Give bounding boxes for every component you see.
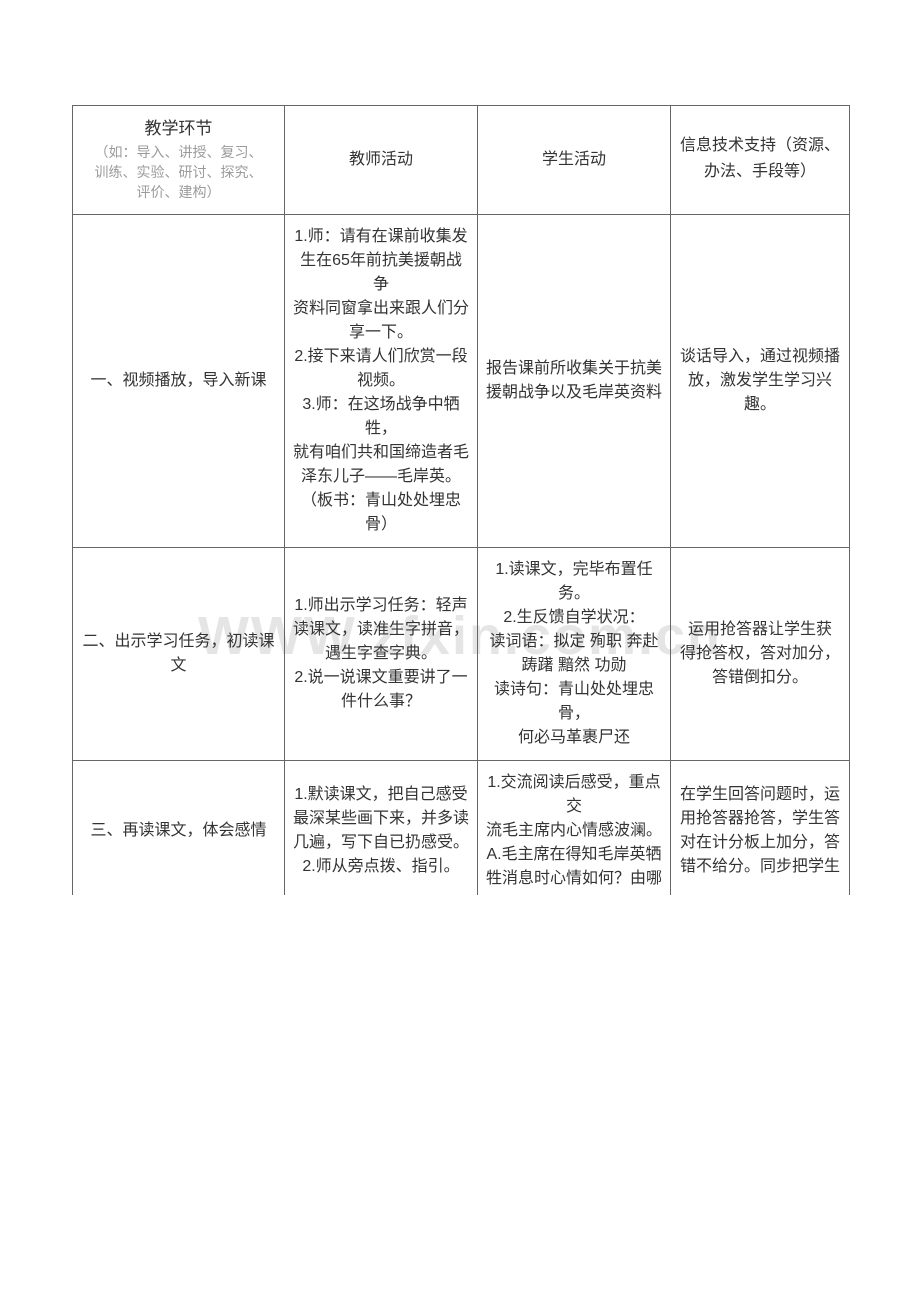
stage-cell: 一、视频播放，导入新课 <box>73 215 285 548</box>
cell-line: 读诗句：青山处处埋忠骨， <box>486 678 662 726</box>
col-header-stage-main: 教学环节 <box>81 116 276 142</box>
col-header-stage-sub3: 评价、建构） <box>81 184 276 204</box>
col-header-tech-line1: 信息技术支持（资源、 <box>679 134 841 158</box>
cell-line: 读词语：拟定 殉职 奔赴 <box>486 630 662 654</box>
cell-line: A.毛主席在得知毛岸英牺 <box>486 843 662 867</box>
cell-line: 牲消息时心情如何？由哪 <box>486 867 662 891</box>
cell-line: 2.师从旁点拨、指引。 <box>293 855 469 879</box>
cell-line: 1.读课文，完毕布置任务。 <box>486 558 662 606</box>
cell-line: 1.默读课文，把自己感受 <box>293 783 469 807</box>
cell-line: 就有咱们共和国缔造者毛 <box>293 441 469 465</box>
cell-line: 2.生反馈自学状况： <box>486 606 662 630</box>
cell-line: 答错倒扣分。 <box>679 666 841 690</box>
tech-cell: 谈话导入，通过视频播 放，激发学生学习兴趣。 <box>671 215 850 548</box>
cell-line: 生在65年前抗美援朝战争 <box>293 249 469 297</box>
cell-line: 报告课前所收集关于抗美 <box>486 357 662 381</box>
cell-line: 运用抢答器让学生获 <box>679 618 841 642</box>
col-header-stage: 教学环节 （如：导入、讲授、复习、 训练、实验、研讨、探究、 评价、建构） <box>73 106 285 215</box>
lesson-plan-table: 教学环节 （如：导入、讲授、复习、 训练、实验、研讨、探究、 评价、建构） 教师… <box>72 105 850 895</box>
cell-line: 享一下。 <box>293 321 469 345</box>
cell-line: 援朝战争以及毛岸英资料 <box>486 381 662 405</box>
cell-line: 件什么事？ <box>293 690 469 714</box>
col-header-student: 学生活动 <box>478 106 671 215</box>
cell-line: 1.师出示学习任务：轻声 <box>293 594 469 618</box>
cell-line: 错不给分。同步把学生 <box>679 855 841 879</box>
col-header-teacher: 教师活动 <box>285 106 478 215</box>
cell-line: （板书：青山处处埋忠骨） <box>293 489 469 537</box>
tech-cell: 运用抢答器让学生获 得抢答权，答对加分， 答错倒扣分。 <box>671 548 850 761</box>
cell-line: 2.接下来请人们欣赏一段 <box>293 345 469 369</box>
cell-line: 2.说一说课文重要讲了一 <box>293 666 469 690</box>
cell-line: 在学生回答问题时，运 <box>679 783 841 807</box>
cell-line: 最深某些画下来，并多读 <box>293 807 469 831</box>
cell-line: 视频。 <box>293 369 469 393</box>
cell-line: 谈话导入，通过视频播 <box>679 345 841 369</box>
cell-line: 1.师：请有在课前收集发 <box>293 225 469 249</box>
tech-cell: 在学生回答问题时，运 用抢答器抢答，学生答 对在计分板上加分，答 错不给分。同步… <box>671 761 850 896</box>
cell-line: 1.交流阅读后感受，重点交 <box>486 771 662 819</box>
cell-line: 遇生字查字典。 <box>293 642 469 666</box>
cell-line: 对在计分板上加分，答 <box>679 831 841 855</box>
table-row: 三、再读课文，体会感情 1.默读课文，把自己感受 最深某些画下来，并多读 几遍，… <box>73 761 850 896</box>
cell-line: 用抢答器抢答，学生答 <box>679 807 841 831</box>
col-header-stage-sub1: （如：导入、讲授、复习、 <box>81 144 276 164</box>
col-header-tech: 信息技术支持（资源、 办法、手段等） <box>671 106 850 215</box>
cell-line: 读课文，读准生字拼音， <box>293 618 469 642</box>
col-header-tech-line2: 办法、手段等） <box>679 160 841 184</box>
table-row: 二、出示学习任务，初读课文 1.师出示学习任务：轻声 读课文，读准生字拼音， 遇… <box>73 548 850 761</box>
table-row: 一、视频播放，导入新课 1.师：请有在课前收集发 生在65年前抗美援朝战争 资料… <box>73 215 850 548</box>
student-cell: 1.读课文，完毕布置任务。 2.生反馈自学状况： 读词语：拟定 殉职 奔赴 踌躇… <box>478 548 671 761</box>
student-cell: 报告课前所收集关于抗美 援朝战争以及毛岸英资料 <box>478 215 671 548</box>
cell-line: 踌躇 黯然 功勋 <box>486 654 662 678</box>
table-header-row: 教学环节 （如：导入、讲授、复习、 训练、实验、研讨、探究、 评价、建构） 教师… <box>73 106 850 215</box>
cell-line: 何必马革裹尸还 <box>486 726 662 750</box>
cell-line: 流毛主席内心情感波澜。 <box>486 819 662 843</box>
teacher-cell: 1.师出示学习任务：轻声 读课文，读准生字拼音， 遇生字查字典。 2.说一说课文… <box>285 548 478 761</box>
student-cell: 1.交流阅读后感受，重点交 流毛主席内心情感波澜。 A.毛主席在得知毛岸英牺 牲… <box>478 761 671 896</box>
cell-line: 得抢答权，答对加分， <box>679 642 841 666</box>
cell-line: 资料同窗拿出来跟人们分 <box>293 297 469 321</box>
stage-cell: 二、出示学习任务，初读课文 <box>73 548 285 761</box>
col-header-stage-sub2: 训练、实验、研讨、探究、 <box>81 164 276 184</box>
cell-line: 泽东儿子——毛岸英。 <box>293 465 469 489</box>
cell-line: 3.师：在这场战争中牺牲， <box>293 393 469 441</box>
cell-line: 几遍，写下自已扔感受。 <box>293 831 469 855</box>
teacher-cell: 1.默读课文，把自己感受 最深某些画下来，并多读 几遍，写下自已扔感受。 2.师… <box>285 761 478 896</box>
teacher-cell: 1.师：请有在课前收集发 生在65年前抗美援朝战争 资料同窗拿出来跟人们分 享一… <box>285 215 478 548</box>
stage-cell: 三、再读课文，体会感情 <box>73 761 285 896</box>
cell-line: 放，激发学生学习兴趣。 <box>679 369 841 417</box>
